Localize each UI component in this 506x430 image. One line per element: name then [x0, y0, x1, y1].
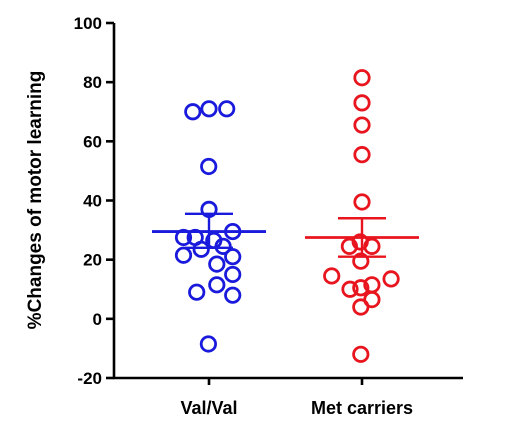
y-tick-label: 20	[83, 251, 102, 270]
data-point	[352, 279, 370, 297]
data-point	[200, 157, 218, 176]
x-category-labels: Val/Val Met carriers	[180, 378, 413, 418]
data-point	[323, 267, 341, 285]
data-point	[363, 291, 381, 309]
data-point	[214, 237, 232, 255]
data-point	[200, 100, 218, 118]
data-point	[353, 94, 371, 112]
data-point	[353, 69, 371, 87]
x-category-label: Met carriers	[311, 398, 413, 418]
data-point	[224, 265, 242, 284]
x-category-label: Val/Val	[180, 398, 237, 418]
y-tick-label: 100	[74, 14, 102, 33]
y-tick-label: 40	[83, 192, 102, 211]
y-ticks: -20 0 20 40 60 80 100	[74, 14, 114, 388]
data-point	[352, 345, 370, 363]
data-points	[174, 69, 400, 363]
data-point	[188, 283, 206, 301]
data-point	[382, 270, 400, 288]
data-point	[174, 246, 193, 264]
data-point	[192, 240, 210, 258]
axes-layer	[112, 23, 463, 380]
data-point	[224, 248, 242, 266]
data-point	[353, 146, 371, 164]
data-point	[353, 193, 371, 211]
data-point	[363, 237, 381, 255]
data-point	[341, 280, 359, 298]
mean-sem-bars	[152, 212, 419, 258]
y-tick-label: -20	[77, 369, 102, 388]
data-point	[208, 255, 226, 273]
data-point	[353, 116, 371, 134]
data-point	[224, 286, 242, 304]
data-point	[208, 276, 226, 294]
data-point	[199, 335, 217, 353]
y-tick-label: 80	[83, 73, 102, 92]
data-point	[218, 100, 236, 118]
data-point	[184, 103, 202, 121]
data-point	[340, 237, 358, 255]
y-axis-label: %Changes of motor learning	[25, 71, 46, 330]
y-tick-label: 60	[83, 132, 102, 151]
y-tick-label: 0	[93, 310, 102, 329]
